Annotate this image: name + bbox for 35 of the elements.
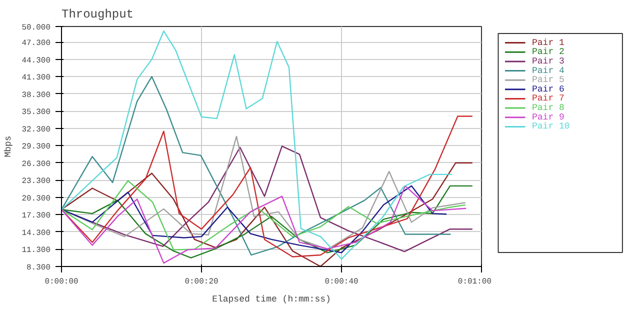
y-tick-label: 29.300	[22, 142, 51, 152]
y-tick-label: 26.300	[22, 160, 51, 169]
legend-label: Pair 2	[532, 47, 564, 58]
x-tick-label: 0:00:20	[184, 278, 218, 286]
y-tick-label: 44.300	[22, 56, 51, 66]
legend-label: Pair 3	[532, 56, 564, 66]
legend-label: Pair 5	[532, 75, 564, 86]
legend-label: Pair 7	[532, 94, 564, 104]
y-tick-label: 11.300	[22, 246, 51, 256]
line-series	[62, 30, 453, 260]
x-axis-title: Elapsed time (h:mm:ss)	[212, 294, 331, 304]
y-tick-label: 8.300	[26, 264, 51, 272]
legend-label: Pair 4	[532, 66, 564, 76]
x-tick-label: 0:00:00	[44, 278, 78, 286]
legend-label: Pair 1	[532, 38, 564, 48]
y-tick-label: 32.300	[22, 125, 51, 134]
y-tick-label: 35.300	[22, 108, 51, 118]
y-tick-label: 17.300	[22, 212, 51, 221]
legend-label: Pair 9	[532, 112, 564, 122]
legend-label: Pair 8	[532, 103, 564, 114]
x-tick-label: 0:01:00	[458, 278, 492, 286]
y-tick-label: 38.300	[22, 90, 51, 100]
line-series	[62, 76, 452, 256]
y-tick-label: 41.300	[22, 74, 51, 83]
y-tick-label: 50.000	[22, 24, 51, 32]
x-tick-label: 0:00:40	[324, 278, 358, 286]
y-tick-label: 23.300	[22, 177, 51, 186]
legend-label: Pair 10	[532, 122, 570, 132]
y-tick-label: 47.300	[22, 39, 51, 48]
y-tick-label: 20.300	[22, 194, 51, 204]
legend-label: Pair 6	[532, 84, 564, 94]
line-series	[62, 162, 473, 266]
y-tick-label: 14.300	[22, 228, 51, 238]
chart-title: Throughput	[62, 8, 134, 22]
y-axis-title: Mbps	[4, 136, 14, 158]
